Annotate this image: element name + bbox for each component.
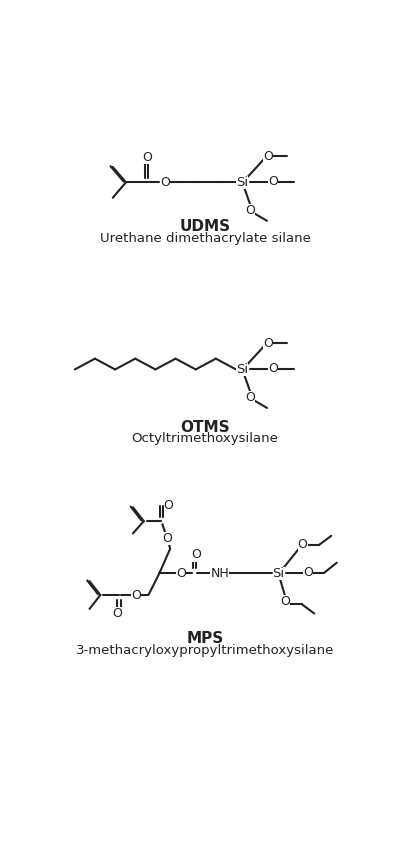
Text: O: O bbox=[245, 391, 255, 404]
Text: Si: Si bbox=[236, 176, 248, 189]
Text: UDMS: UDMS bbox=[180, 220, 230, 234]
Text: O: O bbox=[303, 567, 313, 579]
Text: Si: Si bbox=[236, 363, 248, 376]
Text: O: O bbox=[131, 589, 141, 602]
Text: Octyltrimethoxysilane: Octyltrimethoxysilane bbox=[132, 432, 278, 446]
Text: O: O bbox=[112, 607, 122, 620]
Text: O: O bbox=[164, 499, 174, 512]
Text: O: O bbox=[263, 150, 273, 163]
Text: Urethane dimethacrylate silane: Urethane dimethacrylate silane bbox=[100, 232, 310, 245]
Text: O: O bbox=[298, 538, 308, 551]
Text: Si: Si bbox=[272, 567, 285, 580]
Text: NH: NH bbox=[210, 567, 229, 580]
Text: O: O bbox=[162, 532, 172, 544]
Text: O: O bbox=[142, 151, 152, 164]
Text: O: O bbox=[280, 595, 290, 607]
Text: O: O bbox=[268, 175, 278, 188]
Text: O: O bbox=[176, 567, 186, 580]
Text: O: O bbox=[160, 176, 170, 189]
Text: O: O bbox=[268, 362, 278, 375]
Text: OTMS: OTMS bbox=[180, 420, 230, 435]
Text: MPS: MPS bbox=[186, 631, 224, 647]
Text: O: O bbox=[191, 549, 201, 561]
Text: O: O bbox=[245, 204, 255, 216]
Text: 3-methacryloxypropyltrimethoxysilane: 3-methacryloxypropyltrimethoxysilane bbox=[76, 644, 334, 657]
Text: O: O bbox=[263, 337, 273, 350]
